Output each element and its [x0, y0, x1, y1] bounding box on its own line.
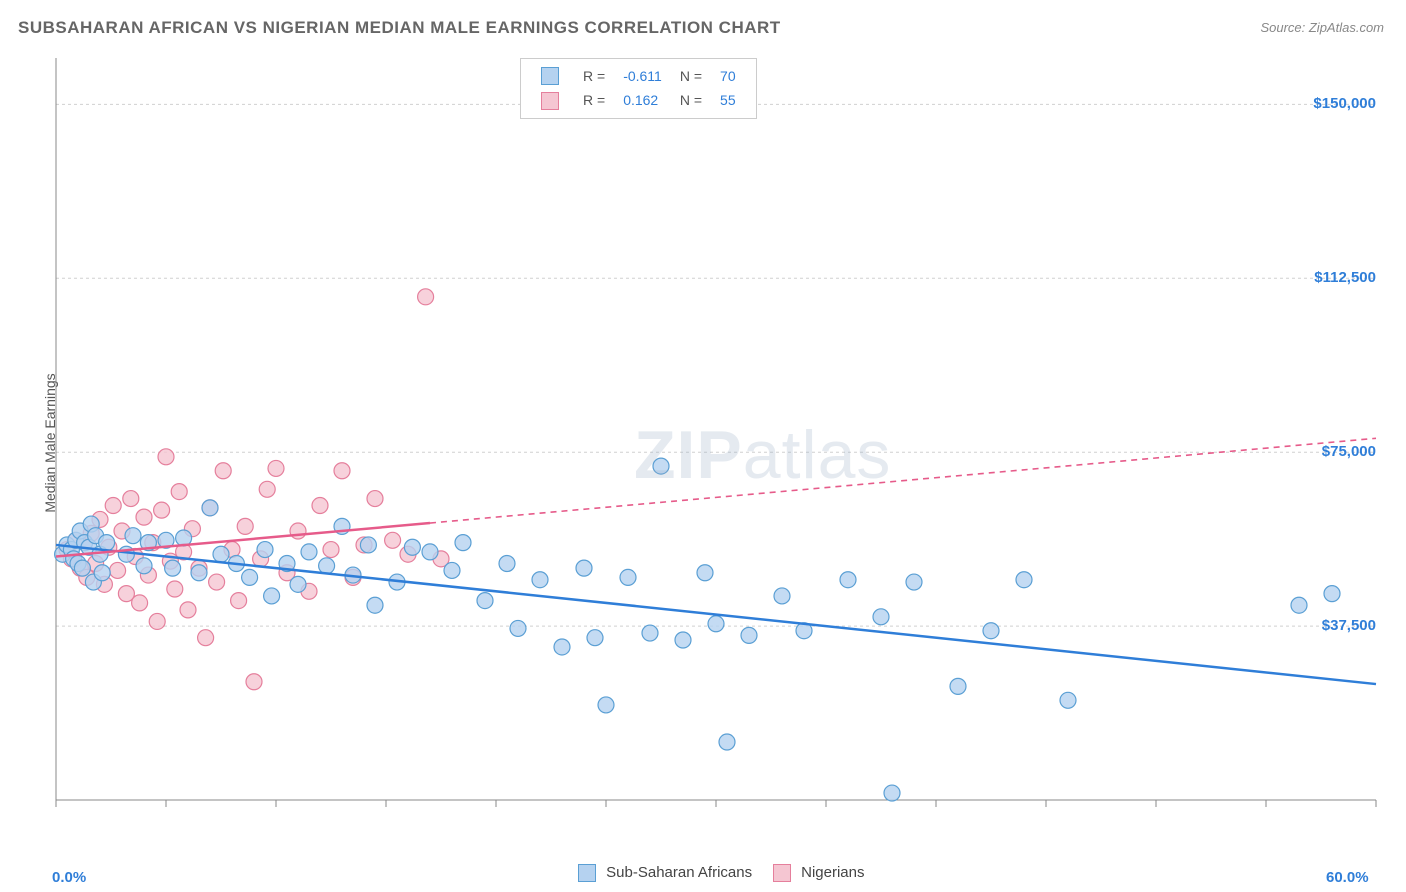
legend-swatch-series1 — [578, 864, 596, 882]
source-attribution: Source: ZipAtlas.com — [1260, 20, 1384, 35]
legend-swatch-series1 — [541, 67, 559, 85]
legend-label-series1: Sub-Saharan Africans — [606, 864, 752, 881]
plot-area: ZIPatlas — [54, 46, 1386, 828]
n-value: 55 — [712, 89, 744, 111]
y-tick-label: $37,500 — [1286, 617, 1376, 634]
x-axis-start-label: 0.0% — [52, 869, 86, 886]
chart-title: SUBSAHARAN AFRICAN VS NIGERIAN MEDIAN MA… — [18, 18, 781, 38]
y-tick-label: $150,000 — [1286, 95, 1376, 112]
legend-row-series1: R = -0.611 N = 70 — [533, 65, 744, 87]
chart-svg — [54, 46, 1386, 828]
r-label: R = — [575, 65, 613, 87]
legend-swatch-series2 — [773, 864, 791, 882]
x-axis-end-label: 60.0% — [1326, 869, 1369, 886]
legend-swatch-series2 — [541, 92, 559, 110]
correlation-legend: R = -0.611 N = 70 R = 0.162 N = 55 — [520, 58, 757, 119]
series-legend: Sub-Saharan Africans Nigerians — [578, 864, 864, 882]
r-value: -0.611 — [615, 65, 670, 87]
y-tick-label: $75,000 — [1286, 443, 1376, 460]
n-label: N = — [672, 65, 710, 87]
r-label: R = — [575, 89, 613, 111]
r-value: 0.162 — [615, 89, 670, 111]
legend-label-series2: Nigerians — [801, 864, 864, 881]
n-value: 70 — [712, 65, 744, 87]
n-label: N = — [672, 89, 710, 111]
y-tick-label: $112,500 — [1286, 269, 1376, 286]
legend-row-series2: R = 0.162 N = 55 — [533, 89, 744, 111]
